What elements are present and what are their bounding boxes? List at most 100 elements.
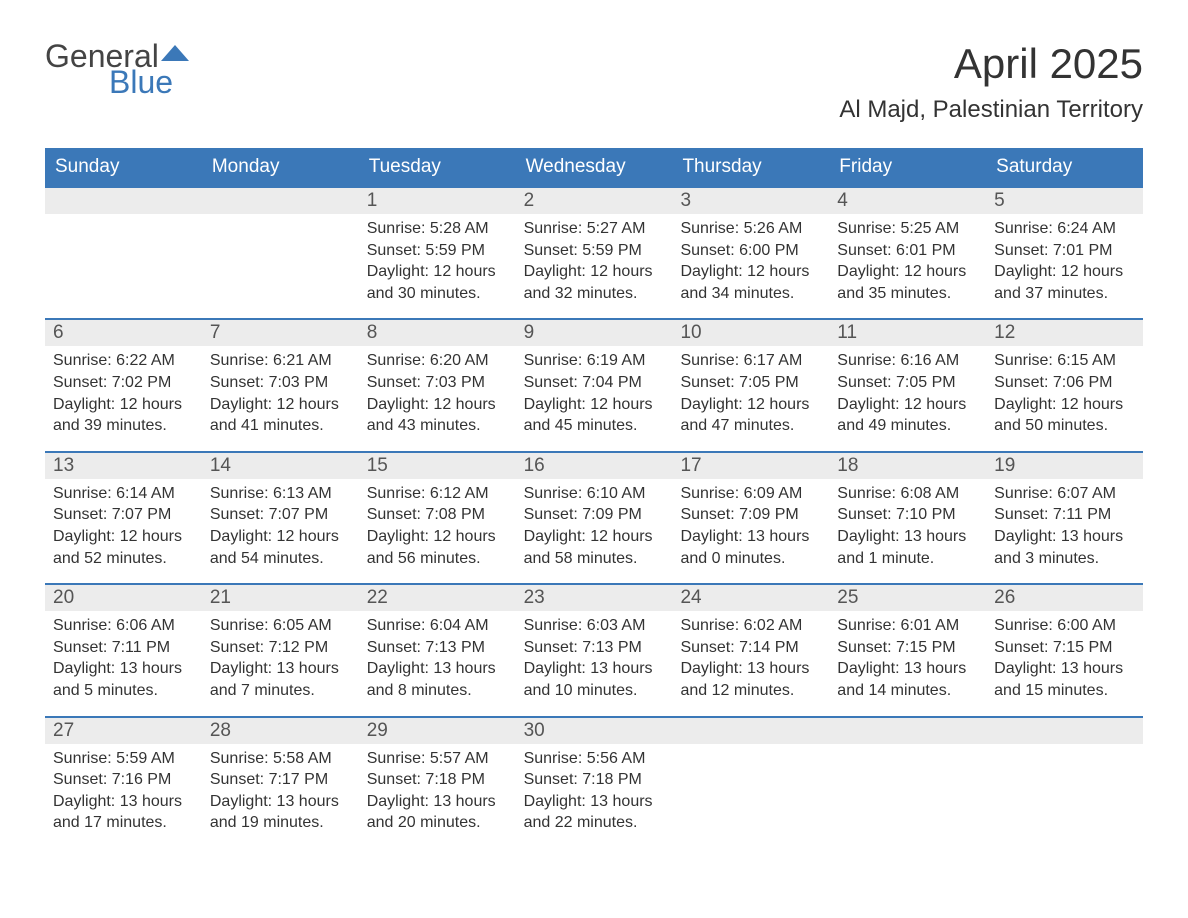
day-details: Sunrise: 6:15 AMSunset: 7:06 PMDaylight:… [986, 346, 1143, 436]
daylight2-text: and 22 minutes. [524, 812, 665, 834]
daylight2-text: and 17 minutes. [53, 812, 194, 834]
sunset-text: Sunset: 7:16 PM [53, 769, 194, 791]
daylight2-text: and 37 minutes. [994, 283, 1135, 305]
page-header: General Blue April 2025 Al Majd, Palesti… [45, 40, 1143, 124]
day-number: 13 [45, 453, 202, 479]
sunrise-text: Sunrise: 5:25 AM [837, 218, 978, 240]
week-row: 1Sunrise: 5:28 AMSunset: 5:59 PMDaylight… [45, 186, 1143, 318]
sunset-text: Sunset: 7:09 PM [680, 504, 821, 526]
daylight1-text: Daylight: 13 hours [367, 658, 508, 680]
sunrise-text: Sunrise: 6:00 AM [994, 615, 1135, 637]
day-cell: 10Sunrise: 6:17 AMSunset: 7:05 PMDayligh… [672, 320, 829, 450]
daylight2-text: and 39 minutes. [53, 415, 194, 437]
day-number: 19 [986, 453, 1143, 479]
daylight1-text: Daylight: 12 hours [837, 261, 978, 283]
sunrise-text: Sunrise: 6:19 AM [524, 350, 665, 372]
daylight1-text: Daylight: 13 hours [680, 526, 821, 548]
daylight2-text: and 47 minutes. [680, 415, 821, 437]
sunset-text: Sunset: 7:11 PM [994, 504, 1135, 526]
day-cell: 3Sunrise: 5:26 AMSunset: 6:00 PMDaylight… [672, 188, 829, 318]
day-number: 9 [516, 320, 673, 346]
calendar: Sunday Monday Tuesday Wednesday Thursday… [45, 148, 1143, 848]
sunrise-text: Sunrise: 6:12 AM [367, 483, 508, 505]
sunrise-text: Sunrise: 5:59 AM [53, 748, 194, 770]
sunrise-text: Sunrise: 6:24 AM [994, 218, 1135, 240]
day-details: Sunrise: 6:13 AMSunset: 7:07 PMDaylight:… [202, 479, 359, 569]
day-details: Sunrise: 5:58 AMSunset: 7:17 PMDaylight:… [202, 744, 359, 834]
day-cell: 8Sunrise: 6:20 AMSunset: 7:03 PMDaylight… [359, 320, 516, 450]
sunrise-text: Sunrise: 6:16 AM [837, 350, 978, 372]
day-cell [986, 718, 1143, 848]
day-number: 30 [516, 718, 673, 744]
sunrise-text: Sunrise: 5:58 AM [210, 748, 351, 770]
sunrise-text: Sunrise: 5:26 AM [680, 218, 821, 240]
sunset-text: Sunset: 7:10 PM [837, 504, 978, 526]
daylight1-text: Daylight: 13 hours [837, 526, 978, 548]
day-number: 27 [45, 718, 202, 744]
day-cell: 28Sunrise: 5:58 AMSunset: 7:17 PMDayligh… [202, 718, 359, 848]
day-details: Sunrise: 6:21 AMSunset: 7:03 PMDaylight:… [202, 346, 359, 436]
sunset-text: Sunset: 7:15 PM [837, 637, 978, 659]
day-number: 20 [45, 585, 202, 611]
day-cell: 9Sunrise: 6:19 AMSunset: 7:04 PMDaylight… [516, 320, 673, 450]
sunrise-text: Sunrise: 6:22 AM [53, 350, 194, 372]
day-cell: 22Sunrise: 6:04 AMSunset: 7:13 PMDayligh… [359, 585, 516, 715]
daylight2-text: and 43 minutes. [367, 415, 508, 437]
day-number: 29 [359, 718, 516, 744]
day-cell: 17 Sunrise: 6:09 AMSunset: 7:09 PMDayligh… [672, 453, 829, 583]
day-cell: 2Sunrise: 5:27 AMSunset: 5:59 PMDaylight… [516, 188, 673, 318]
sunrise-text: Sunrise: 6:03 AM [524, 615, 665, 637]
day-cell: 27Sunrise: 5:59 AMSunset: 7:16 PMDayligh… [45, 718, 202, 848]
day-number: 2 [516, 188, 673, 214]
day-cell: 16Sunrise: 6:10 AMSunset: 7:09 PMDayligh… [516, 453, 673, 583]
sunset-text: Sunset: 7:05 PM [837, 372, 978, 394]
daylight1-text: Daylight: 13 hours [994, 658, 1135, 680]
daylight1-text: Daylight: 12 hours [367, 394, 508, 416]
day-number: 17 [672, 453, 829, 479]
daylight2-text: and 58 minutes. [524, 548, 665, 570]
daylight1-text: Daylight: 12 hours [680, 261, 821, 283]
sunset-text: Sunset: 7:11 PM [53, 637, 194, 659]
daylight2-text: and 12 minutes. [680, 680, 821, 702]
day-number: 11 [829, 320, 986, 346]
day-details: Sunrise: 6:01 AMSunset: 7:15 PMDaylight:… [829, 611, 986, 701]
daylight1-text: Daylight: 13 hours [994, 526, 1135, 548]
day-number: 23 [516, 585, 673, 611]
day-details: Sunrise: 6:22 AMSunset: 7:02 PMDaylight:… [45, 346, 202, 436]
daylight1-text: Daylight: 12 hours [524, 526, 665, 548]
daylight2-text: and 41 minutes. [210, 415, 351, 437]
daylight1-text: Daylight: 13 hours [524, 658, 665, 680]
day-details: Sunrise: 6:12 AMSunset: 7:08 PMDaylight:… [359, 479, 516, 569]
month-title: April 2025 [839, 40, 1143, 88]
day-details: Sunrise: 5:59 AMSunset: 7:16 PMDaylight:… [45, 744, 202, 834]
daylight2-text: and 56 minutes. [367, 548, 508, 570]
daylight1-text: Daylight: 12 hours [524, 261, 665, 283]
weekday-header: Wednesday [516, 148, 673, 186]
day-number: 15 [359, 453, 516, 479]
sunrise-text: Sunrise: 6:01 AM [837, 615, 978, 637]
day-cell: 19Sunrise: 6:07 AMSunset: 7:11 PMDayligh… [986, 453, 1143, 583]
daylight2-text: and 8 minutes. [367, 680, 508, 702]
week-row: 20Sunrise: 6:06 AMSunset: 7:11 PMDayligh… [45, 583, 1143, 715]
day-details: Sunrise: 6:08 AMSunset: 7:10 PMDaylight:… [829, 479, 986, 569]
day-details: Sunrise: 5:27 AMSunset: 5:59 PMDaylight:… [516, 214, 673, 304]
day-cell: 5Sunrise: 6:24 AMSunset: 7:01 PMDaylight… [986, 188, 1143, 318]
day-number: 26 [986, 585, 1143, 611]
day-number: 14 [202, 453, 359, 479]
day-number: 24 [672, 585, 829, 611]
day-details: Sunrise: 6:04 AMSunset: 7:13 PMDaylight:… [359, 611, 516, 701]
day-cell [829, 718, 986, 848]
day-number [202, 188, 359, 214]
sunrise-text: Sunrise: 6:09 AM [680, 483, 821, 505]
day-cell: 12Sunrise: 6:15 AMSunset: 7:06 PMDayligh… [986, 320, 1143, 450]
day-details: Sunrise: 6:06 AMSunset: 7:11 PMDaylight:… [45, 611, 202, 701]
day-number: 8 [359, 320, 516, 346]
daylight1-text: Daylight: 12 hours [210, 526, 351, 548]
day-details: Sunrise: 6:02 AMSunset: 7:14 PMDaylight:… [672, 611, 829, 701]
sunrise-text: Sunrise: 6:06 AM [53, 615, 194, 637]
day-number: 6 [45, 320, 202, 346]
daylight2-text: and 45 minutes. [524, 415, 665, 437]
day-cell: 15Sunrise: 6:12 AMSunset: 7:08 PMDayligh… [359, 453, 516, 583]
day-cell: 1Sunrise: 5:28 AMSunset: 5:59 PMDaylight… [359, 188, 516, 318]
sunset-text: Sunset: 7:13 PM [524, 637, 665, 659]
